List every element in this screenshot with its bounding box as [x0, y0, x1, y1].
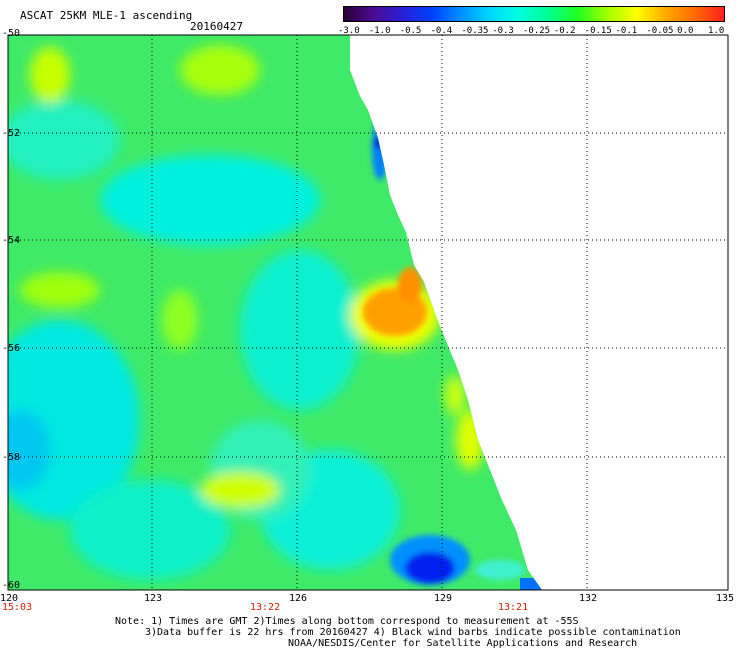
map-frame: [7, 34, 729, 591]
lat-label: -52: [2, 128, 21, 139]
colorbar-tick-label: -0.15: [584, 26, 612, 36]
colorbar-tick-label: -1.0: [368, 26, 391, 36]
lon-label: 126: [289, 593, 308, 604]
time-label: 13:21: [498, 602, 529, 613]
colorbar-tick-label: -0.25: [523, 26, 551, 36]
colorbar-tick-labels: -3.0 -1.0 -0.5 -0.4 -0.35 -0.3 -0.25 -0.2 -0.15-…: [330, 26, 730, 38]
colorbar-tick-label: -0.35: [461, 26, 489, 36]
time-label: 15:03: [2, 602, 33, 613]
lat-lon-grid: [8, 35, 728, 590]
note-line: NOAA/NESDIS/Center for Satellite Applica…: [288, 638, 638, 649]
colorbar-tick-label: -0.5: [399, 26, 422, 36]
colorbar-tick-label: -0.05: [646, 26, 674, 36]
mle-colorbar: [343, 6, 725, 22]
lat-label: -54: [2, 235, 21, 246]
note-line: Note: 1) Times are GMT 2)Times along bot…: [115, 616, 579, 627]
colorbar-tick-label: -3.0: [338, 26, 360, 36]
colorbar-tick-label: 0.0: [677, 26, 694, 36]
lon-label: 120: [0, 593, 19, 604]
lon-label: 135: [716, 593, 735, 604]
lon-label: 132: [579, 593, 598, 604]
lat-label: -60: [2, 580, 21, 591]
lon-label: 129: [434, 593, 453, 604]
lat-label: -50: [2, 28, 21, 39]
product-date: 20160427: [190, 20, 243, 33]
colorbar-tick-label: -0.2: [553, 26, 576, 36]
lon-label: 123: [144, 593, 163, 604]
colorbar-tick-label: 1.0: [708, 26, 725, 36]
colorbar-tick-label: -0.4: [430, 26, 453, 36]
lat-label: -56: [2, 343, 21, 354]
product-title: ASCAT 25KM MLE-1 ascending: [20, 9, 193, 22]
colorbar-tick-label: -0.1: [615, 26, 638, 36]
lat-label: -58: [2, 452, 21, 463]
note-line: 3)Data buffer is 22 hrs from 20160427 4)…: [145, 627, 681, 638]
colorbar-tick-label: -0.3: [492, 26, 514, 36]
time-label: 13:22: [250, 602, 281, 613]
footnotes: Note: 1) Times are GMT 2)Times along bot…: [100, 616, 681, 649]
